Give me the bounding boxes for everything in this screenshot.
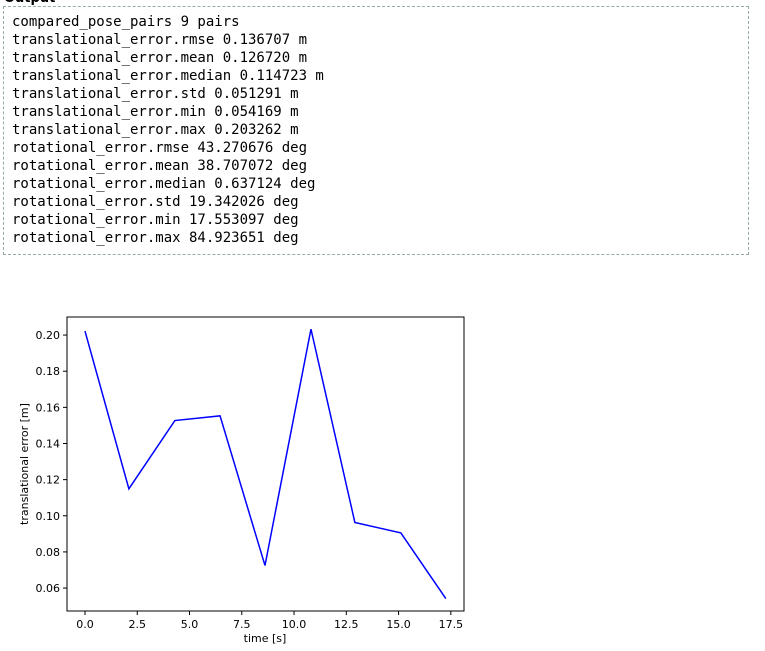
output-line: rotational_error.rmse 43.270676 deg [12, 140, 308, 156]
output-line: translational_error.std 0.051291 m [12, 86, 299, 102]
output-line: translational_error.rmse 0.136707 m [12, 32, 308, 48]
plot-frame [66, 316, 465, 612]
y-tick-label: 0.10 [36, 510, 61, 523]
y-tick-label: 0.14 [36, 437, 61, 450]
output-line: translational_error.mean 0.126720 m [12, 50, 308, 66]
output-line: rotational_error.std 19.342026 deg [12, 194, 299, 210]
output-line: compared_pose_pairs 9 pairs [12, 14, 240, 30]
x-tick-label: 12.5 [334, 618, 359, 631]
output-line: translational_error.median 0.114723 m [12, 68, 324, 84]
x-tick-label: 7.5 [233, 618, 251, 631]
x-tick-label: 10.0 [282, 618, 307, 631]
output-label: Output [4, 0, 55, 6]
x-tick-label: 17.5 [439, 618, 464, 631]
x-tick-label: 2.5 [128, 618, 146, 631]
output-line: translational_error.max 0.203262 m [12, 122, 299, 138]
y-tick-label: 0.06 [36, 582, 61, 595]
x-tick-label: 0.0 [76, 618, 94, 631]
data-line [84, 328, 447, 599]
x-axis-label: time [s] [244, 632, 287, 645]
output-line: rotational_error.mean 38.707072 deg [12, 158, 308, 174]
y-tick-label: 0.08 [36, 546, 61, 559]
output-line: rotational_error.median 0.637124 deg [12, 176, 316, 192]
x-tick-label: 15.0 [386, 618, 411, 631]
output-line: translational_error.min 0.054169 m [12, 104, 299, 120]
y-tick-label: 0.20 [36, 329, 61, 342]
output-line: rotational_error.max 84.923651 deg [12, 230, 299, 246]
y-tick-label: 0.12 [36, 474, 61, 487]
x-tick-label: 5.0 [181, 618, 199, 631]
y-axis-label: translational error [m] [18, 403, 31, 525]
output-box: compared_pose_pairs 9 pairs translational… [3, 6, 749, 255]
output-line: rotational_error.min 17.553097 deg [12, 212, 299, 228]
y-tick-label: 0.16 [36, 401, 61, 414]
y-tick-label: 0.18 [36, 365, 61, 378]
